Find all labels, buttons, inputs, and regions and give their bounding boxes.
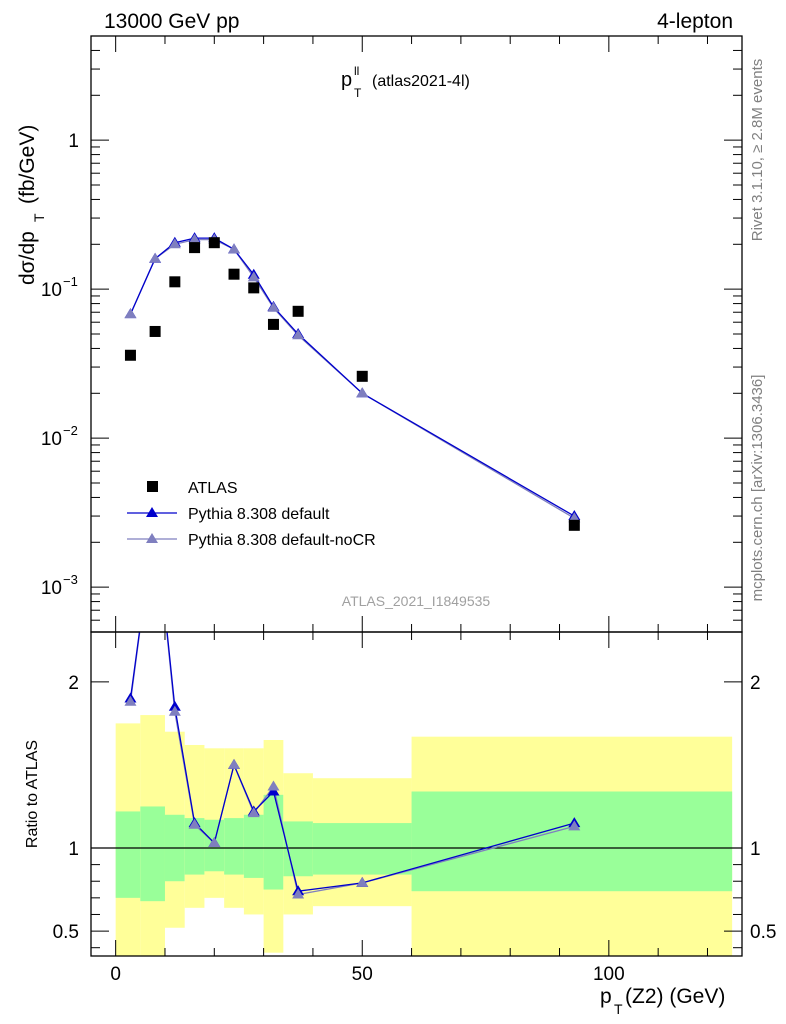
ratio-band-inner xyxy=(263,794,284,890)
plot-title-sup: ll xyxy=(354,64,359,78)
ratio-x-tick-label: 50 xyxy=(352,964,373,985)
main-panel: 110−110−210−3 p ll T (atlas2021-4l) ATLA… xyxy=(16,35,743,633)
ratio-ticks: 0.5 0.5 1 1 2 2 0 50 100 xyxy=(53,632,776,985)
ratio-point-nocr xyxy=(168,705,181,716)
legend-label-default: Pythia 8.308 default xyxy=(188,506,330,523)
atlas-data-point xyxy=(228,268,240,280)
ratio-band-inner xyxy=(184,818,205,875)
main-series xyxy=(124,232,581,531)
series-point-nocr xyxy=(124,308,137,319)
ratio-series xyxy=(124,632,581,899)
series-point-nocr xyxy=(168,238,181,249)
atlas-data-point xyxy=(169,276,181,288)
legend-label-atlas: ATLAS xyxy=(188,480,238,497)
ratio-point-nocr xyxy=(568,820,581,831)
plot-title-note: (atlas2021-4l) xyxy=(372,73,470,90)
series-point-nocr xyxy=(149,252,162,263)
header-channel-label: 4-lepton xyxy=(657,10,733,33)
main-y-tick-exponent: −1 xyxy=(63,274,78,289)
plot-title-sub: T xyxy=(354,86,362,100)
series-line-default xyxy=(129,237,575,517)
ratio-ylabel: Ratio to ATLAS xyxy=(24,740,41,848)
ratio-xlabel-main: p xyxy=(600,985,612,1008)
atlas-data-point xyxy=(149,325,161,337)
ratio-point-nocr xyxy=(188,818,201,829)
ratio-band-inner xyxy=(115,811,141,898)
legend-label-nocr: Pythia 8.308 default-noCR xyxy=(188,532,376,549)
ratio-band-inner xyxy=(411,791,733,892)
ratio-y-tick-label-right: 0.5 xyxy=(750,922,776,943)
ratio-band-inner xyxy=(140,806,165,902)
plot-title-main: p xyxy=(341,69,352,91)
series-point-nocr xyxy=(356,387,369,398)
main-y-tick-exponent: −2 xyxy=(63,423,78,438)
ratio-frame xyxy=(90,631,743,957)
atlas-data-point xyxy=(189,242,201,254)
series-line-nocr xyxy=(129,238,575,519)
ratio-x-tick-label: 0 xyxy=(110,964,121,985)
main-ticks: 110−110−210−3 xyxy=(41,35,742,633)
main-ylabel-main: dσ/dp xyxy=(16,231,39,285)
analysis-watermark: ATLAS_2021_I1849535 xyxy=(342,593,491,609)
ratio-band-inner xyxy=(224,818,244,875)
series-point-nocr xyxy=(568,512,581,523)
ratio-point-nocr xyxy=(124,695,137,706)
atlas-data-point xyxy=(267,318,279,330)
series-point-nocr xyxy=(292,329,305,340)
ratio-x-tick-label: 100 xyxy=(593,964,625,985)
main-y-tick-label: 10 xyxy=(41,429,62,450)
ratio-y-tick-label: 1 xyxy=(68,839,79,860)
mcplots-label: mcplots.cern.ch [arXiv:1306.3436] xyxy=(749,375,766,602)
ratio-y-tick-label: 2 xyxy=(68,673,79,694)
atlas-data-point xyxy=(568,519,580,531)
main-ylabel: dσ/dp T (fb/GeV) xyxy=(16,125,47,285)
atlas-data-point xyxy=(208,237,220,249)
rivet-version-label: Rivet 3.1.10, ≥ 2.8M events xyxy=(749,59,766,242)
atlas-data-point xyxy=(356,370,368,382)
legend-marker-atlas xyxy=(147,481,158,492)
ratio-band-inner xyxy=(312,823,412,875)
plot-title: p xyxy=(341,69,352,91)
series-point-nocr xyxy=(188,233,201,244)
ratio-y-tick-label-right: 1 xyxy=(750,839,761,860)
legend-marker-nocr xyxy=(146,533,158,543)
main-y-tick-label: 10 xyxy=(41,280,62,301)
legend: ATLAS Pythia 8.308 default Pythia 8.308 … xyxy=(127,480,376,549)
atlas-data-point xyxy=(124,349,136,361)
header-energy-label: 13000 GeV pp xyxy=(104,10,239,33)
ratio-y-tick-label-right: 2 xyxy=(750,673,761,694)
series-point-nocr xyxy=(267,301,280,312)
ratio-band-inner xyxy=(243,814,264,878)
ratio-xlabel-sub: T xyxy=(614,1001,623,1017)
ratio-panel: 0.5 0.5 1 1 2 2 0 50 100 Ratio to ATLAS p T (Z2)… xyxy=(24,631,776,1017)
series-point-nocr xyxy=(228,243,241,254)
ratio-point-nocr xyxy=(292,888,305,899)
atlas-data-point xyxy=(248,282,260,294)
main-y-tick-label: 1 xyxy=(68,131,79,152)
main-ylabel-unit: (fb/GeV) xyxy=(16,125,39,204)
ratio-point-nocr xyxy=(228,758,241,769)
ratio-point-nocr xyxy=(356,876,369,887)
legend-marker-default xyxy=(146,507,158,517)
main-y-tick-exponent: −3 xyxy=(63,572,78,587)
atlas-data-point xyxy=(292,305,304,317)
ratio-y-tick-label: 0.5 xyxy=(53,922,79,943)
ratio-point-nocr xyxy=(267,780,280,791)
ratio-point-nocr xyxy=(247,807,260,818)
main-ylabel-sub: T xyxy=(31,213,47,222)
series-point-nocr xyxy=(247,271,260,282)
ratio-uncertainty-bands xyxy=(91,715,742,956)
ratio-xlabel: p T (Z2) (GeV) xyxy=(600,985,725,1017)
ratio-point-nocr xyxy=(208,837,221,848)
ratio-xlabel-rest: (Z2) (GeV) xyxy=(625,985,725,1008)
main-y-tick-label: 10 xyxy=(41,578,62,599)
